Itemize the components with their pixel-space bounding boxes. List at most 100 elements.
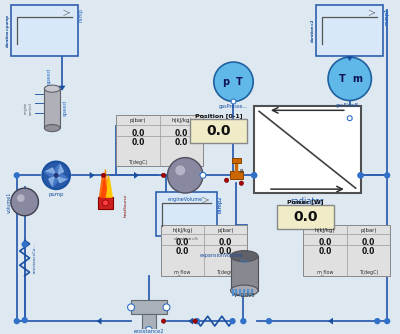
Text: p(bar): p(bar) xyxy=(130,118,146,123)
Text: 0.0: 0.0 xyxy=(206,124,231,138)
Circle shape xyxy=(239,181,244,185)
Circle shape xyxy=(14,318,20,324)
Polygon shape xyxy=(49,175,56,186)
Polygon shape xyxy=(59,86,66,91)
Bar xyxy=(316,5,383,56)
Ellipse shape xyxy=(44,85,60,92)
Circle shape xyxy=(266,318,272,324)
Text: T(degC): T(degC) xyxy=(359,270,378,275)
Text: h(kJ/kg): h(kJ/kg) xyxy=(315,227,335,232)
Bar xyxy=(116,115,203,166)
Circle shape xyxy=(200,172,206,178)
Circle shape xyxy=(161,173,166,177)
Text: ramp2: ramp2 xyxy=(218,195,223,212)
Polygon shape xyxy=(56,164,60,175)
Bar xyxy=(277,205,334,228)
Circle shape xyxy=(161,319,166,323)
Bar xyxy=(230,256,258,291)
Text: ramp: ramp xyxy=(79,8,84,22)
Ellipse shape xyxy=(230,285,258,296)
Text: engine
control: engine control xyxy=(24,102,32,115)
Circle shape xyxy=(347,116,352,121)
Ellipse shape xyxy=(44,125,60,132)
Text: 0.0: 0.0 xyxy=(362,247,375,256)
Text: 0.0: 0.0 xyxy=(219,238,232,247)
Polygon shape xyxy=(56,164,64,175)
Polygon shape xyxy=(96,318,102,325)
Text: T(degC): T(degC) xyxy=(128,160,148,165)
Text: T: T xyxy=(339,74,345,84)
Text: pump: pump xyxy=(48,192,64,197)
Circle shape xyxy=(251,172,257,178)
Circle shape xyxy=(11,188,38,216)
Text: 0.0: 0.0 xyxy=(219,247,232,256)
Polygon shape xyxy=(45,172,56,176)
Circle shape xyxy=(193,319,197,323)
Text: 0.0: 0.0 xyxy=(318,247,332,256)
Polygon shape xyxy=(104,169,108,197)
Text: 0.0: 0.0 xyxy=(174,129,188,138)
Text: resistanceCo...: resistanceCo... xyxy=(32,243,36,273)
Circle shape xyxy=(240,318,246,324)
Circle shape xyxy=(168,158,203,193)
Text: Position [0-1]: Position [0-1] xyxy=(195,113,242,118)
Text: ramp1: ramp1 xyxy=(384,8,389,25)
Text: speed: speed xyxy=(47,68,52,84)
Circle shape xyxy=(224,178,229,182)
Ellipse shape xyxy=(230,250,258,262)
Text: T(degC): T(degC) xyxy=(216,270,235,275)
Circle shape xyxy=(384,318,390,324)
Text: T: T xyxy=(236,77,242,87)
Text: radiator: radiator xyxy=(291,197,324,206)
Text: 0.0: 0.0 xyxy=(176,247,189,256)
Text: ramp1: ramp1 xyxy=(384,8,389,25)
Circle shape xyxy=(229,318,236,324)
Text: duration=pump: duration=pump xyxy=(6,14,10,47)
Text: ramp2: ramp2 xyxy=(218,195,223,212)
Bar xyxy=(232,158,241,163)
Polygon shape xyxy=(346,56,353,61)
Polygon shape xyxy=(53,175,57,186)
Bar xyxy=(254,107,360,193)
Circle shape xyxy=(145,327,152,333)
Circle shape xyxy=(231,99,236,104)
Text: m_flow: m_flow xyxy=(172,160,190,165)
Text: 0.0: 0.0 xyxy=(293,210,318,224)
Text: expansionVolume: expansionVolume xyxy=(200,253,243,258)
Text: engineVolume: engineVolume xyxy=(168,197,203,202)
Polygon shape xyxy=(56,175,67,183)
Circle shape xyxy=(251,172,257,178)
Circle shape xyxy=(328,57,371,101)
Bar xyxy=(44,89,60,128)
Text: volume1: volume1 xyxy=(6,191,12,213)
Text: h(kJ/kg): h(kJ/kg) xyxy=(171,118,192,123)
Text: m: m xyxy=(352,74,362,84)
Circle shape xyxy=(194,318,200,324)
Circle shape xyxy=(54,173,59,178)
Text: duration=2: duration=2 xyxy=(311,19,315,42)
Text: p(bar): p(bar) xyxy=(360,227,377,232)
Polygon shape xyxy=(100,175,106,197)
Polygon shape xyxy=(328,318,333,325)
Circle shape xyxy=(358,172,364,178)
Bar xyxy=(160,224,247,276)
Circle shape xyxy=(17,194,25,202)
Text: V=0.008: V=0.008 xyxy=(234,293,255,298)
Circle shape xyxy=(22,241,28,247)
Text: 0.0: 0.0 xyxy=(176,238,189,247)
Polygon shape xyxy=(90,172,95,179)
Polygon shape xyxy=(106,179,112,197)
Circle shape xyxy=(358,172,364,178)
Text: m_flow: m_flow xyxy=(174,269,191,275)
Text: 0.0: 0.0 xyxy=(318,238,332,247)
Polygon shape xyxy=(134,172,139,179)
Text: Gas: Gas xyxy=(239,259,249,264)
Text: duration=5: duration=5 xyxy=(174,237,199,241)
Polygon shape xyxy=(56,175,67,179)
Circle shape xyxy=(128,304,134,311)
Circle shape xyxy=(163,304,170,311)
Text: 0.0: 0.0 xyxy=(131,138,145,147)
Text: B: B xyxy=(240,169,243,174)
Text: resistance2: resistance2 xyxy=(134,329,164,334)
Bar xyxy=(230,171,243,179)
